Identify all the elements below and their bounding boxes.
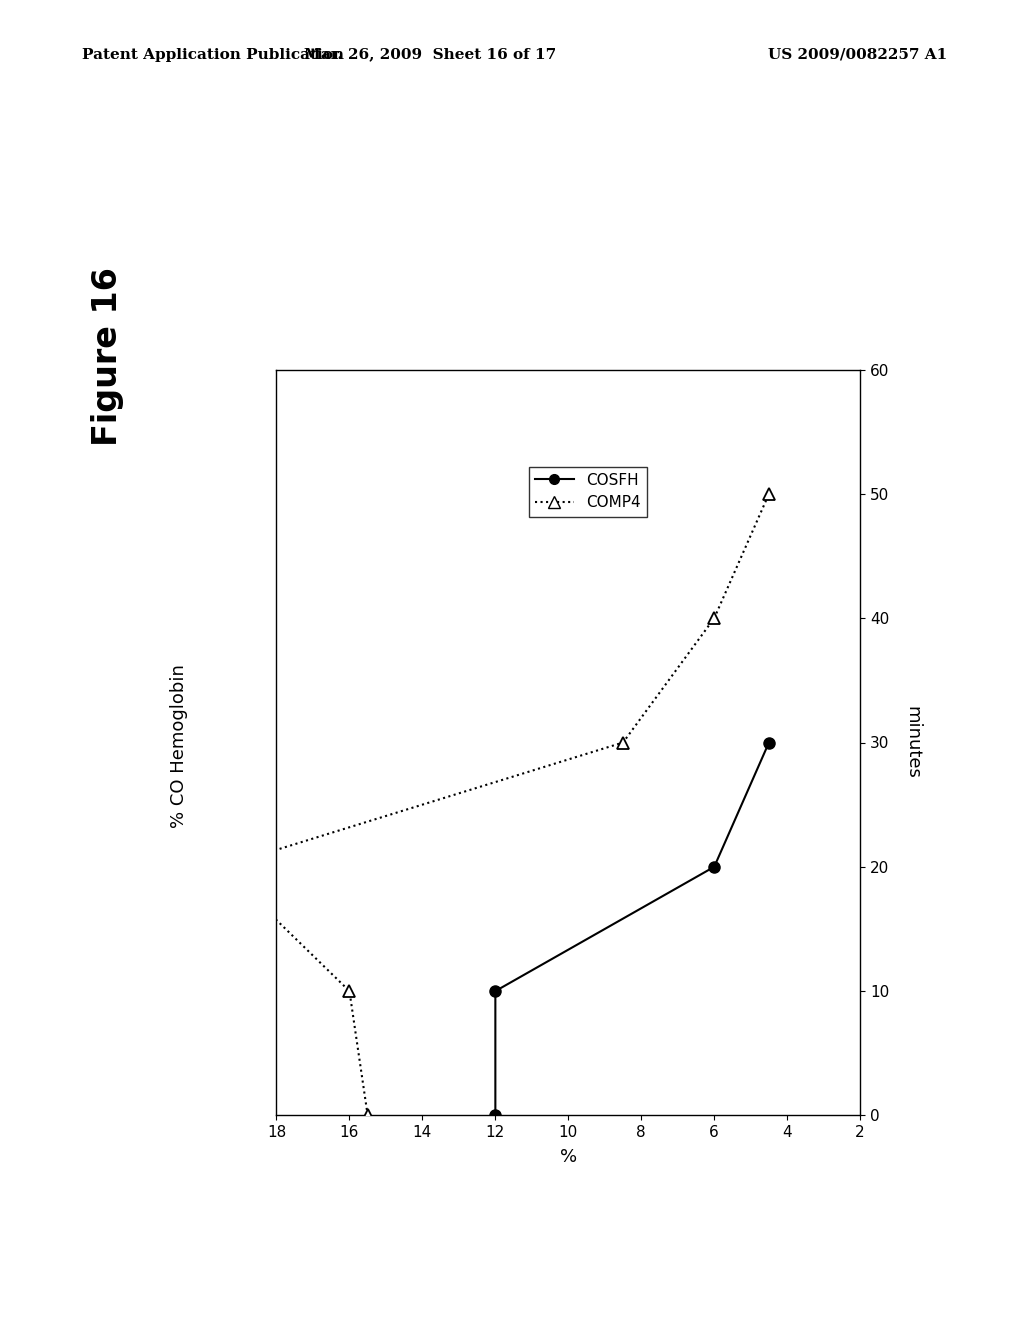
Y-axis label: minutes: minutes	[903, 706, 922, 779]
Text: Figure 16: Figure 16	[91, 267, 124, 446]
Text: % CO Hemoglobin: % CO Hemoglobin	[170, 664, 188, 828]
Text: Mar. 26, 2009  Sheet 16 of 17: Mar. 26, 2009 Sheet 16 of 17	[304, 48, 556, 62]
Text: Patent Application Publication: Patent Application Publication	[82, 48, 344, 62]
Legend: COSFH, COMP4: COSFH, COMP4	[529, 467, 646, 516]
X-axis label: %: %	[560, 1148, 577, 1167]
Text: US 2009/0082257 A1: US 2009/0082257 A1	[768, 48, 947, 62]
